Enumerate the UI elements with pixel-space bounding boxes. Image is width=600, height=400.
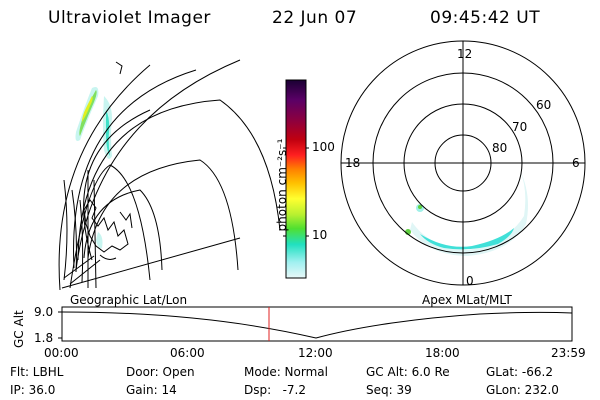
colorbar-gradient [285,79,307,279]
timeline-xtick-0000: 00:00 [44,346,79,360]
dsp-status: Dsp: -7.2 [244,383,307,397]
mlt-label-12: 12 [457,47,473,61]
ip-status: IP: 36.0 [10,383,56,397]
time-label: 09:45:42 UT [430,8,541,28]
timeline-xtick-1800: 18:00 [425,346,460,360]
timeline-ytick-top: 9.0 [34,305,54,319]
geographic-panel-label: Geographic Lat/Lon [70,293,188,307]
seq-status: Seq: 39 [366,383,412,397]
apex-panel-label: Apex MLat/MLT [422,293,512,307]
gc-alt-orbit-curve [61,311,573,339]
glat-status: GLat: -66.2 [486,365,553,379]
timeline-xtick-2359: 23:59 [551,346,586,360]
door-status: Door: Open [126,365,195,379]
gain-status: Gain: 14 [126,383,177,397]
filter-status: Flt: LBHL [10,365,64,379]
mlt-label-0: 0 [466,274,474,288]
mode-status: Mode: Normal [244,365,328,379]
mlat-label-70: 70 [512,120,528,134]
mlt-label-6: 6 [572,156,580,170]
timeline-frame [61,306,573,342]
instrument-title: Ultraviolet Imager [48,8,211,28]
colorbar-tick-10: 10 [312,228,328,242]
aurora-emission-geo [75,87,112,249]
mlat-label-80: 80 [492,141,508,155]
timeline-y-label: GC Alt [12,310,26,348]
timeline-ytick-bottom: 1.8 [34,331,54,345]
date-label: 22 Jun 07 [272,8,358,28]
mlt-label-18: 18 [345,156,361,170]
glon-status: GLon: 232.0 [486,383,559,397]
mlat-label-60: 60 [536,98,552,112]
timeline-xtick-1200: 12:00 [298,346,333,360]
timeline-xtick-0600: 06:00 [170,346,205,360]
colorbar-tick-100: 100 [312,140,335,154]
gc-alt-status: GC Alt: 6.0 Re [366,365,450,379]
